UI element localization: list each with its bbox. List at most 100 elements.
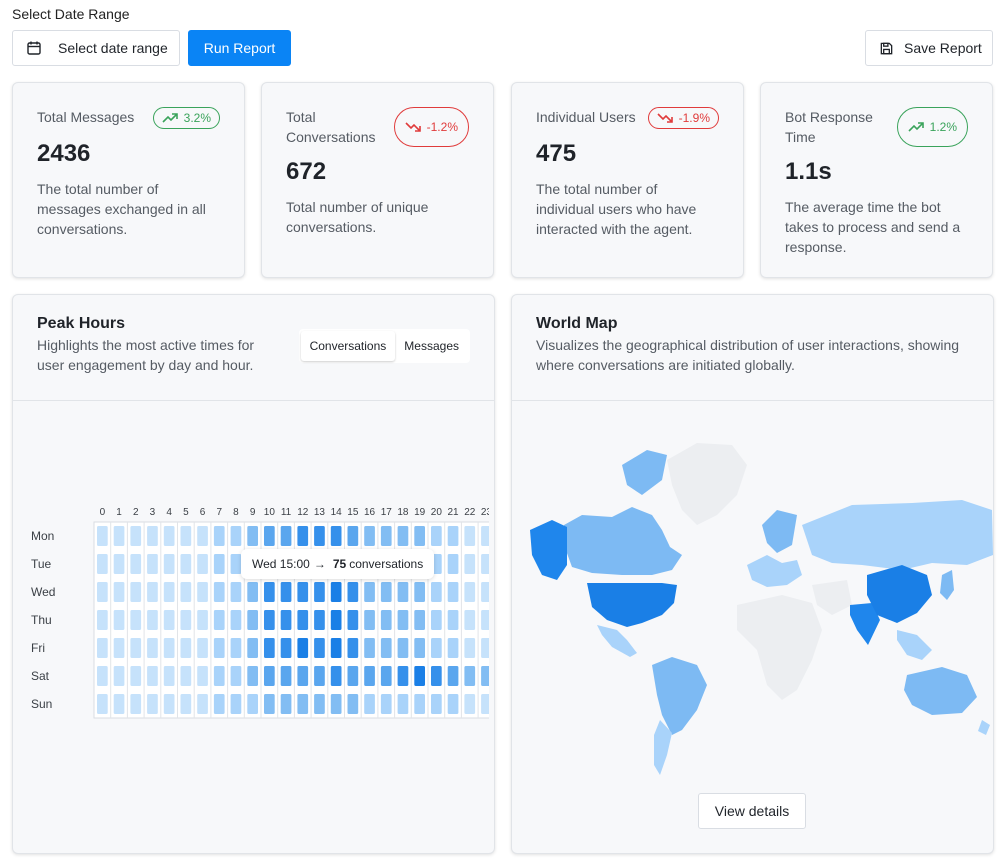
heatmap-cell	[347, 582, 359, 602]
heatmap-cell	[213, 610, 225, 630]
heatmap-cell	[414, 610, 425, 630]
heatmap-cell	[264, 582, 275, 602]
hour-label: 7	[216, 507, 222, 518]
map-africa	[737, 595, 822, 700]
heatmap-cell	[264, 638, 275, 658]
hour-label: 0	[100, 507, 106, 518]
heatmap-cell	[180, 638, 192, 658]
view-details-button[interactable]: View details	[698, 793, 806, 829]
hour-label: 22	[464, 507, 476, 518]
heatmap-cell	[380, 582, 392, 602]
heatmap-cell	[213, 554, 225, 574]
peak-hours-header: Peak Hours Highlights the most active ti…	[13, 295, 494, 401]
day-label: Sun	[31, 697, 52, 711]
hour-label: 8	[233, 507, 239, 518]
heatmap-cell	[213, 582, 225, 602]
hour-label: 14	[331, 507, 343, 518]
heatmap-cell	[247, 610, 258, 630]
hour-label: 21	[447, 507, 459, 518]
hour-label: 11	[281, 507, 292, 518]
stat-description: The total number of individual users who…	[536, 181, 697, 237]
heatmap-cell	[297, 666, 309, 686]
trend-badge: -1.2%	[393, 107, 469, 147]
world-map	[530, 443, 993, 775]
heatmap-cell	[130, 638, 142, 658]
map-southeast-asia	[897, 630, 932, 660]
heatmap-cell	[481, 526, 489, 546]
map-scandinavia	[762, 510, 797, 553]
heatmap-cell	[213, 666, 225, 686]
run-report-button[interactable]: Run Report	[188, 30, 291, 66]
heatmap-cell	[364, 666, 375, 686]
trend-badge: 3.2%	[152, 107, 220, 129]
date-range-label: Select Date Range	[12, 6, 130, 22]
hour-label: 18	[397, 507, 409, 518]
heatmap-cell	[330, 666, 342, 686]
heatmap-cell	[414, 526, 425, 546]
heatmap-cell	[113, 582, 125, 602]
heatmap-cell	[130, 554, 142, 574]
heatmap-cell	[247, 526, 258, 546]
tooltip-unit: conversations	[349, 557, 424, 571]
select-date-range-label: Select date range	[58, 40, 168, 56]
hour-label: 17	[381, 507, 393, 518]
heatmap-cell	[314, 610, 325, 630]
heatmap-cell	[297, 610, 309, 630]
heatmap-cell	[314, 694, 325, 714]
heatmap-cell	[330, 610, 342, 630]
heatmap-cell	[264, 526, 275, 546]
heatmap-cell	[447, 666, 459, 686]
trend-down-icon	[405, 122, 421, 132]
heatmap-cell	[97, 526, 108, 546]
select-date-range-button[interactable]: Select date range	[12, 30, 180, 66]
heatmap-cell	[297, 694, 309, 714]
heatmap-cell	[230, 638, 242, 658]
trend-value: -1.9%	[678, 111, 710, 125]
heatmap-cell	[447, 638, 459, 658]
heatmap-cell	[213, 638, 225, 658]
panel-subtitle: Highlights the most active times for use…	[37, 337, 255, 373]
heatmap-cell	[147, 694, 158, 714]
heatmap-cell	[464, 610, 476, 630]
heatmap-cell	[397, 582, 409, 602]
stat-value: 1.1s	[785, 158, 832, 185]
heatmap-cell	[397, 638, 409, 658]
heatmap-cell	[147, 666, 158, 686]
heatmap-cell	[147, 610, 158, 630]
heatmap-cell	[364, 638, 375, 658]
heatmap-cell	[481, 638, 489, 658]
heatmap-cell	[280, 526, 292, 546]
heatmap-cell	[213, 526, 225, 546]
heatmap-cell	[163, 666, 175, 686]
heatmap-cell	[180, 610, 192, 630]
hour-label: 1	[116, 507, 122, 518]
heatmap-cell	[314, 526, 325, 546]
heatmap-cell	[380, 638, 392, 658]
heatmap-cell	[197, 638, 208, 658]
trend-up-icon	[162, 113, 178, 123]
heatmap-cell	[197, 554, 208, 574]
heatmap-cell	[397, 666, 409, 686]
toggle-conversations[interactable]: Conversations	[300, 331, 396, 361]
heatmap-cell	[447, 554, 459, 574]
heatmap-cell	[163, 582, 175, 602]
heatmap-cell	[431, 582, 442, 602]
heatmap-cell	[247, 694, 258, 714]
heatmap-cell	[147, 554, 158, 574]
heatmap-cell	[197, 582, 208, 602]
heatmap-cell	[247, 638, 258, 658]
heatmap-tooltip: Wed 15:00 → 75 conversations	[241, 549, 435, 579]
map-japan	[940, 570, 954, 600]
heatmap-cell	[347, 610, 359, 630]
toggle-messages[interactable]: Messages	[404, 339, 459, 353]
stat-description: Total number of unique conversations.	[286, 199, 429, 235]
heatmap-cell	[414, 666, 425, 686]
map-new-zealand	[978, 720, 990, 735]
heatmap-cell	[481, 666, 489, 686]
stat-card-individual-users: Individual Users -1.9% 475 The total num…	[511, 82, 744, 278]
heatmap-cell	[464, 666, 476, 686]
heatmap-cell	[197, 666, 208, 686]
heatmap-cell	[113, 638, 125, 658]
heatmap-cell	[213, 694, 225, 714]
save-report-button[interactable]: Save Report	[865, 30, 993, 66]
